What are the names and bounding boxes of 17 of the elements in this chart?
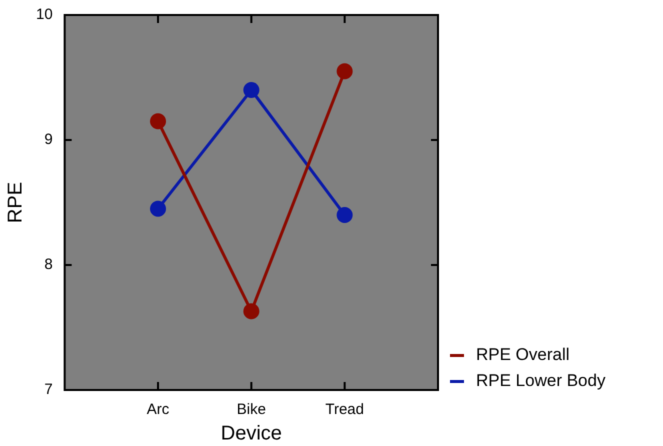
x-tick-label: Tread	[325, 401, 364, 418]
legend-label: RPE Overall	[476, 345, 570, 365]
point	[336, 207, 353, 223]
y-tick-label: 8	[44, 256, 53, 274]
legend-label: RPE Lower Body	[476, 371, 606, 391]
x-axis-title: Device	[220, 422, 282, 445]
x-tick-label: Arc	[146, 401, 170, 418]
x-tick-label: Bike	[236, 401, 266, 418]
y-tick-label: 10	[36, 6, 53, 24]
y-tick-label: 7	[44, 381, 53, 398]
point	[336, 63, 353, 80]
point	[243, 303, 260, 320]
point	[243, 82, 260, 98]
y-tick-label: 9	[44, 131, 53, 148]
y-axis-title: RPE	[4, 182, 27, 224]
point	[150, 200, 166, 217]
point	[150, 113, 166, 130]
